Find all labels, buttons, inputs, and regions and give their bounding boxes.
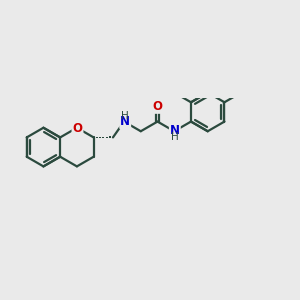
Text: N: N: [120, 115, 130, 128]
Text: O: O: [73, 122, 82, 134]
Text: N: N: [170, 124, 180, 137]
Text: O: O: [153, 100, 163, 113]
Text: H: H: [121, 111, 129, 121]
Text: H: H: [171, 132, 179, 142]
